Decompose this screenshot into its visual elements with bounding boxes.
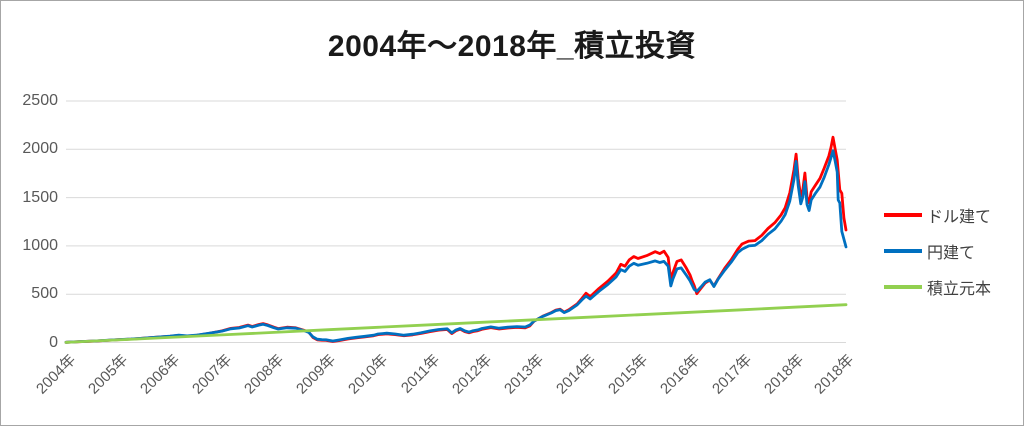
legend-label: 円建て xyxy=(927,245,976,262)
y-axis-label: 2500 xyxy=(22,92,58,109)
legend-line-swatch xyxy=(884,249,922,253)
legend-line-swatch xyxy=(884,213,922,217)
y-axis-label: 0 xyxy=(49,333,58,351)
legend: ドル建て円建て積立元本 xyxy=(884,204,991,312)
legend-item-principal: 積立元本 xyxy=(884,276,991,298)
series-line-jpy xyxy=(64,149,848,344)
y-axis-label: 2000 xyxy=(22,140,58,158)
y-axis-label: 500 xyxy=(31,285,58,303)
series-line-principal xyxy=(64,303,848,344)
legend-label: 積立元本 xyxy=(927,281,992,298)
legend-label: ドル建て xyxy=(927,209,992,226)
y-axis-label: 1500 xyxy=(22,188,58,206)
chart-title: 2004年〜2018年_積立投資 xyxy=(327,30,697,63)
legend-item-usd: ドル建て xyxy=(884,204,991,226)
legend-item-jpy: 円建て xyxy=(884,240,991,262)
y-axis-label: 1000 xyxy=(22,236,58,254)
legend-line-swatch xyxy=(884,285,922,289)
